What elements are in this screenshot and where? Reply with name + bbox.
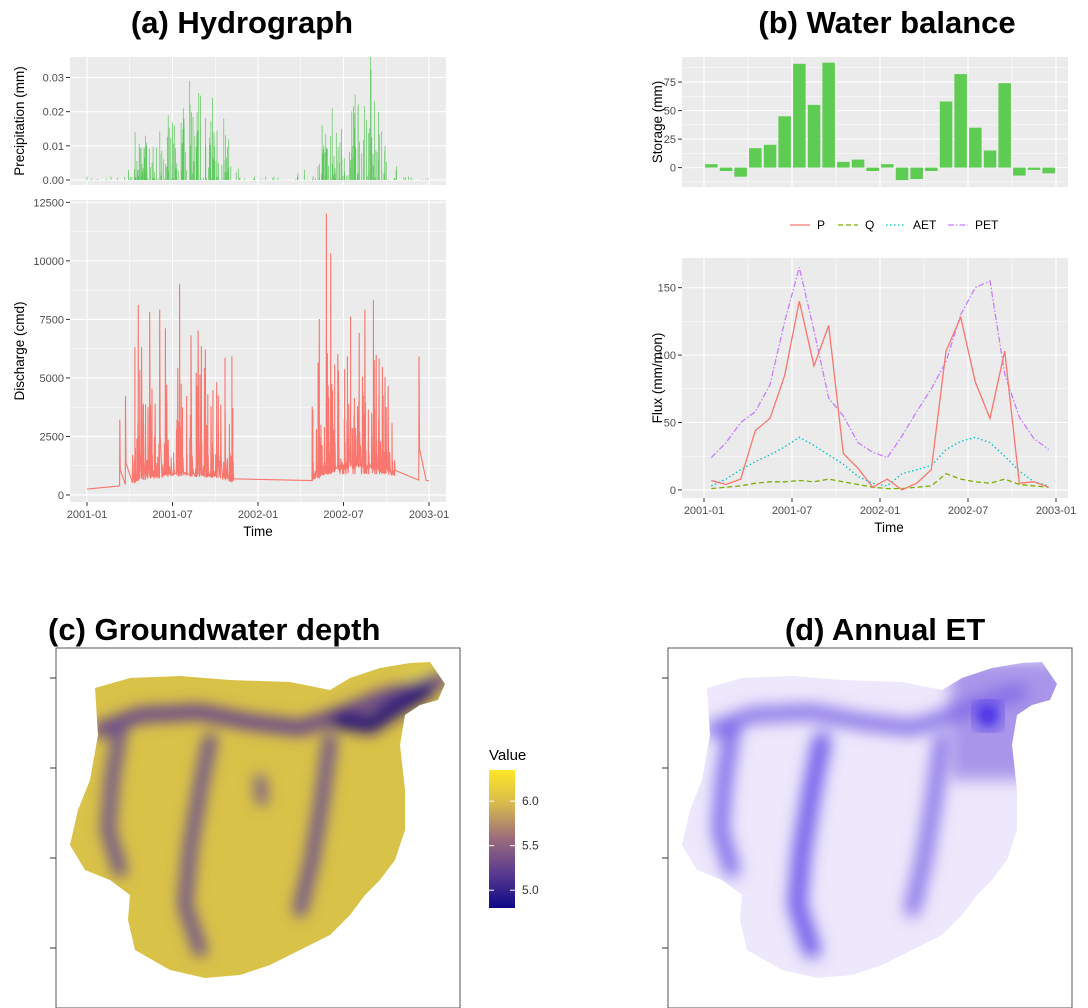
storage-bar bbox=[778, 116, 791, 168]
storage-bar bbox=[1042, 167, 1055, 174]
panel-c-title: (c) Groundwater depth bbox=[48, 612, 380, 647]
flux-y-axis-label: Flux (mm/mon) bbox=[650, 333, 665, 424]
discharge-y-tick-label: 2500 bbox=[40, 431, 64, 443]
legend-label-pet: PET bbox=[975, 218, 999, 232]
flux-plot-area bbox=[682, 258, 1068, 498]
discharge-y-tick-label: 0 bbox=[58, 490, 64, 502]
discharge-y-axis-label: Discharge (cmd) bbox=[12, 301, 27, 400]
storage-bar bbox=[866, 167, 879, 171]
flux-y-tick-label: 100 bbox=[658, 350, 676, 362]
storage-bar bbox=[763, 144, 777, 168]
storage-y-tick-label: 50 bbox=[664, 106, 676, 118]
storage-bar bbox=[954, 74, 967, 168]
storage-y-axis-label: Storage (mm) bbox=[650, 81, 665, 164]
storage-bar bbox=[881, 164, 894, 168]
flux-line-p bbox=[711, 300, 1049, 491]
storage-y-tick-label: 0 bbox=[670, 163, 676, 175]
water-balance-x-tick-label: 2002-01 bbox=[860, 505, 900, 517]
hydrograph-x-tick-label: 2002-01 bbox=[238, 509, 278, 521]
precip-y-axis-label: Precipitation (mm) bbox=[12, 66, 27, 176]
discharge-gridlines bbox=[70, 200, 446, 502]
precip-y-tick-label: 0.01 bbox=[43, 141, 64, 153]
panel-b: (b) Water balance 0 25 50 75 Storage (mm) P… bbox=[650, 5, 1076, 535]
discharge-y-ticks: 0 2500 5000 7500 10000 12500 bbox=[33, 197, 70, 502]
flux-line-pet bbox=[710, 267, 1050, 459]
flux-line-q bbox=[711, 472, 1049, 490]
flux-y-ticks: 0 50 100 150 bbox=[658, 283, 682, 497]
colorbar-title: Value bbox=[489, 747, 526, 764]
panel-d: (d) Annual ET bbox=[662, 612, 1073, 1008]
storage-y-tick-label: 25 bbox=[664, 134, 676, 146]
storage-bar bbox=[969, 127, 982, 168]
colorbar: Value 6.0 5.5 5.0 bbox=[489, 747, 539, 908]
water-balance-x-tick-label: 2001-07 bbox=[772, 505, 812, 517]
hydrograph-x-axis-label: Time bbox=[243, 524, 273, 539]
storage-bar bbox=[734, 167, 747, 177]
precip-bar bbox=[86, 57, 429, 180]
storage-bar bbox=[837, 161, 850, 168]
storage-bar bbox=[719, 167, 733, 171]
water-balance-x-tick-label: 2003-01 bbox=[1036, 505, 1076, 517]
colorbar-tick-label: 5.0 bbox=[522, 883, 539, 897]
storage-bar bbox=[822, 62, 835, 168]
colorbar-tick-label: 6.0 bbox=[522, 794, 539, 808]
storage-bar bbox=[910, 167, 923, 179]
water-balance-x-tick-label: 2002-07 bbox=[948, 505, 988, 517]
precip-gridlines bbox=[70, 57, 446, 185]
panel-a: (a) Hydrograph 0.00 0.01 0.02 0.03 Precipit… bbox=[12, 5, 449, 539]
colorbar-ticks: 6.0 5.5 5.0 bbox=[489, 794, 539, 897]
storage-bar bbox=[925, 167, 938, 171]
storage-series bbox=[705, 62, 1055, 181]
flux-series bbox=[710, 267, 1050, 491]
legend-label-q: Q bbox=[865, 218, 874, 232]
panel-c: (c) Groundwater depth Value 6.0 5.5 5.0 bbox=[48, 612, 539, 1008]
storage-bar bbox=[749, 148, 762, 168]
panel-d-title: (d) Annual ET bbox=[785, 612, 985, 647]
flux-y-tick-label: 0 bbox=[670, 485, 676, 497]
hydrograph-x-tick-label: 2003-01 bbox=[409, 509, 449, 521]
flux-legend: P Q AET PET bbox=[790, 218, 999, 232]
hydrograph-x-tick-label: 2001-01 bbox=[67, 509, 107, 521]
precip-y-tick-label: 0.03 bbox=[43, 73, 64, 85]
storage-bar bbox=[939, 101, 953, 168]
storage-bar bbox=[851, 159, 865, 168]
storage-bar bbox=[705, 164, 718, 168]
hydrograph-x-tick-label: 2001-07 bbox=[152, 509, 192, 521]
water-balance-x-tick-label: 2001-01 bbox=[684, 505, 724, 517]
water-balance-x-axis-label: Time bbox=[874, 520, 904, 535]
precip-y-tick-label: 0.00 bbox=[43, 175, 64, 187]
precip-y-ticks: 0.00 0.01 0.02 0.03 bbox=[43, 73, 70, 187]
flux-line-aet bbox=[711, 436, 1049, 487]
discharge-y-tick-label: 5000 bbox=[40, 373, 64, 385]
storage-bar bbox=[807, 104, 821, 168]
hydrograph-x-ticks: 2001-01 2001-07 2002-01 2002-07 2003-01 bbox=[67, 502, 449, 521]
precip-y-tick-label: 0.02 bbox=[43, 107, 64, 119]
storage-bar bbox=[1013, 167, 1026, 176]
discharge-y-tick-label: 10000 bbox=[33, 256, 64, 268]
hydrograph-x-tick-label: 2002-07 bbox=[323, 509, 363, 521]
discharge-y-tick-label: 7500 bbox=[40, 314, 64, 326]
panel-b-title: (b) Water balance bbox=[758, 5, 1015, 40]
storage-y-tick-label: 75 bbox=[664, 77, 676, 89]
flux-y-tick-label: 50 bbox=[664, 417, 676, 429]
legend-label-aet: AET bbox=[913, 218, 937, 232]
storage-bar bbox=[895, 167, 909, 181]
discharge-line bbox=[86, 213, 430, 490]
storage-y-ticks: 0 25 50 75 bbox=[664, 77, 682, 175]
water-balance-x-ticks: 2001-01 2001-07 2002-01 2002-07 2003-01 bbox=[684, 498, 1076, 517]
colorbar-gradient bbox=[489, 770, 515, 908]
colorbar-tick-label: 5.5 bbox=[522, 839, 539, 853]
legend-label-p: P bbox=[817, 218, 825, 232]
storage-bar bbox=[1027, 167, 1041, 170]
discharge-y-tick-label: 12500 bbox=[33, 197, 64, 209]
storage-bar bbox=[998, 83, 1011, 168]
precip-series bbox=[86, 57, 429, 180]
storage-bar bbox=[793, 63, 806, 168]
panel-a-title: (a) Hydrograph bbox=[131, 5, 353, 40]
storage-bar bbox=[983, 150, 997, 168]
flux-y-tick-label: 150 bbox=[658, 283, 676, 295]
